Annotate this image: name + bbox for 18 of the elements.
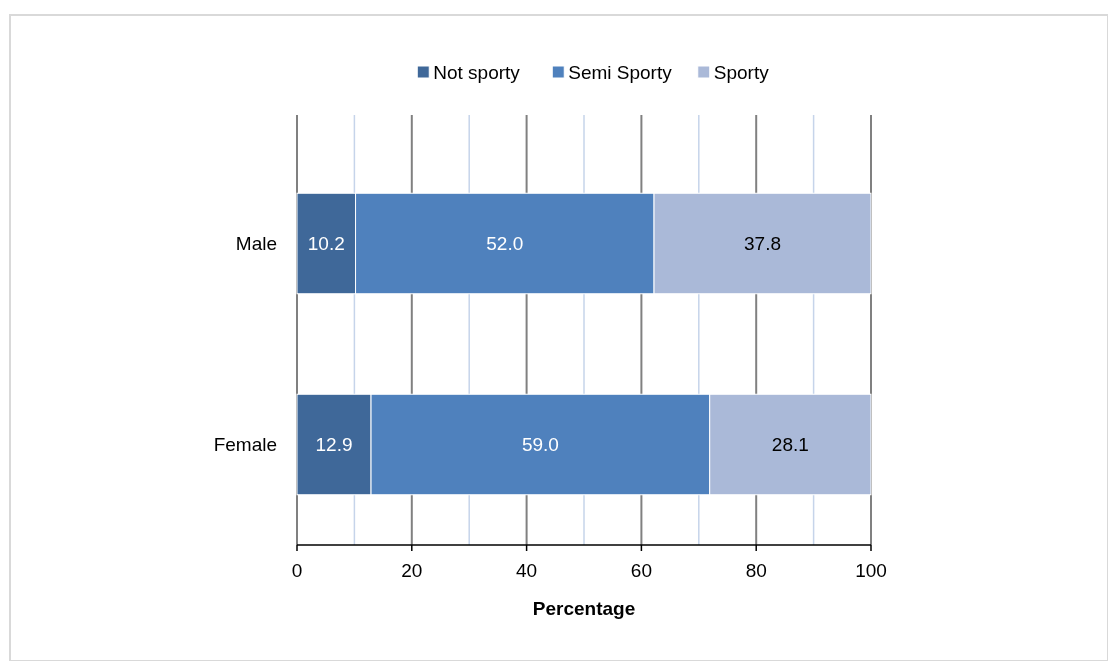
x-tick-label: 100 bbox=[855, 560, 887, 581]
y-tick-label: Male bbox=[235, 233, 277, 255]
x-tick-label: 40 bbox=[516, 560, 538, 581]
legend-label: Sporty bbox=[713, 61, 770, 83]
x-tick-label: 80 bbox=[745, 560, 767, 581]
legend-label: Not sporty bbox=[433, 61, 521, 83]
text: 12.9 bbox=[315, 434, 353, 456]
y-tick-label: Female bbox=[213, 434, 277, 456]
text: 28.1 bbox=[771, 434, 809, 456]
text: 37.8 bbox=[744, 233, 782, 255]
x-tick-label: 20 bbox=[401, 560, 423, 581]
legend-label: Semi Sporty bbox=[568, 61, 673, 83]
x-axis-title: Percentage bbox=[532, 598, 636, 619]
text: 52.0 bbox=[486, 233, 524, 255]
x-tick-label: 60 bbox=[630, 560, 652, 581]
text: 59.0 bbox=[521, 434, 559, 456]
x-tick-label: 0 bbox=[291, 560, 303, 581]
text: 10.2 bbox=[307, 233, 345, 255]
